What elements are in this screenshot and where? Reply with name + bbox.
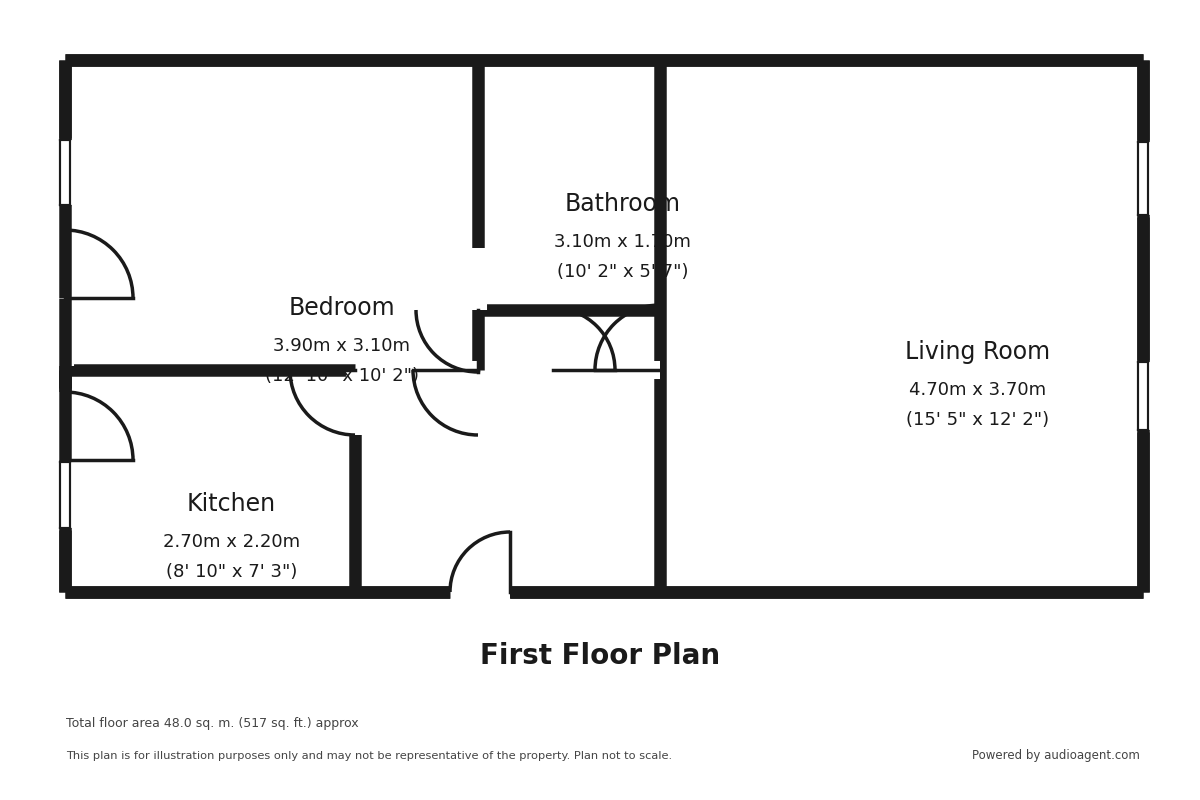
Text: Bedroom: Bedroom xyxy=(289,296,395,320)
Text: Kitchen: Kitchen xyxy=(187,492,276,516)
Text: (12' 10" x 10' 2"): (12' 10" x 10' 2") xyxy=(265,367,419,385)
Text: This plan is for illustration purposes only and may not be representative of the: This plan is for illustration purposes o… xyxy=(66,751,672,761)
Text: 4.70m x 3.70m: 4.70m x 3.70m xyxy=(910,382,1046,399)
Text: (15' 5" x 12' 2"): (15' 5" x 12' 2") xyxy=(906,411,1050,429)
Text: First Floor Plan: First Floor Plan xyxy=(480,642,720,670)
Text: Bathroom: Bathroom xyxy=(565,192,680,216)
Text: (10' 2" x 5' 7"): (10' 2" x 5' 7") xyxy=(557,263,689,281)
Text: 3.90m x 3.10m: 3.90m x 3.10m xyxy=(274,338,410,355)
Text: 3.10m x 1.70m: 3.10m x 1.70m xyxy=(554,234,691,251)
Text: Powered by audioagent.com: Powered by audioagent.com xyxy=(972,750,1140,762)
Text: Living Room: Living Room xyxy=(906,340,1050,364)
Text: Total floor area 48.0 sq. m. (517 sq. ft.) approx: Total floor area 48.0 sq. m. (517 sq. ft… xyxy=(66,718,359,730)
Text: (8' 10" x 7' 3"): (8' 10" x 7' 3") xyxy=(166,563,298,581)
Text: 2.70m x 2.20m: 2.70m x 2.20m xyxy=(163,534,300,551)
